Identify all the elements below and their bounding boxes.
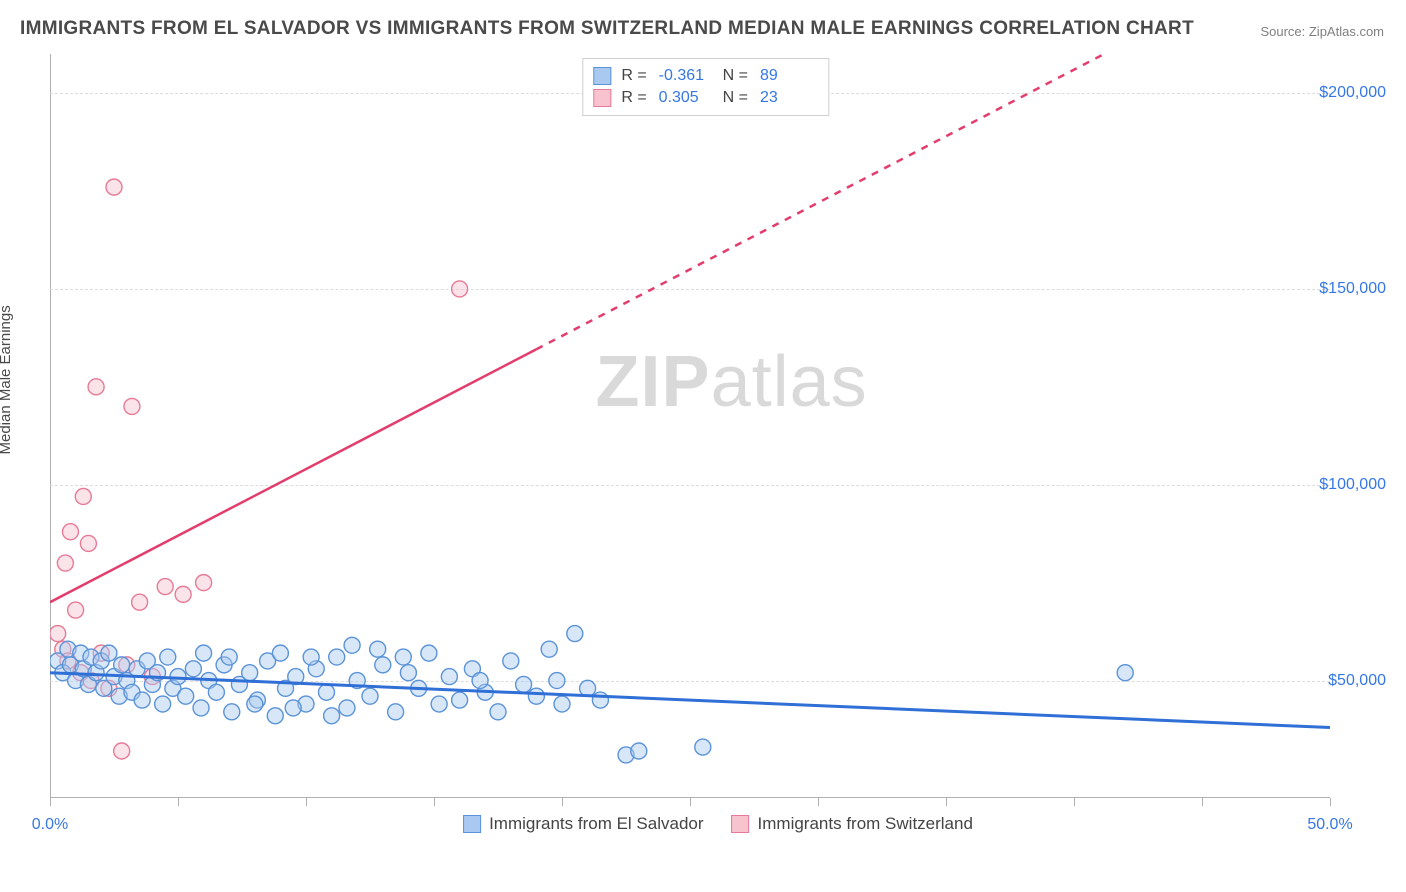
scatter-point [193,700,209,716]
legend-series: Immigrants from El Salvador Immigrants f… [463,814,973,834]
scatter-point [185,661,201,677]
scatter-point [303,649,319,665]
scatter-point [68,602,84,618]
scatter-point [267,708,283,724]
chart-title: IMMIGRANTS FROM EL SALVADOR VS IMMIGRANT… [20,18,1194,40]
scatter-point [400,665,416,681]
scatter-point [395,649,411,665]
scatter-point [592,692,608,708]
scatter-point [242,665,258,681]
scatter-point [344,637,360,653]
scatter-point [452,692,468,708]
trend-line [50,673,1330,728]
scatter-point [375,657,391,673]
legend-swatch-icon [593,89,611,107]
scatter-point [324,708,340,724]
legend-r-label: R = [621,87,646,109]
scatter-point [224,704,240,720]
scatter-point [549,673,565,689]
scatter-point [580,680,596,696]
scatter-point [57,555,73,571]
scatter-point [318,684,334,700]
legend-r-value: 0.305 [659,87,709,109]
scatter-point [134,692,150,708]
legend-n-value: 89 [760,65,810,87]
legend-r-label: R = [621,65,646,87]
scatter-point [1117,665,1133,681]
scatter-point [441,669,457,685]
chart-area: ZIPatlas $50,000$100,000$150,000$200,000… [50,54,1386,834]
legend-swatch-icon [463,815,481,833]
scatter-point [567,626,583,642]
scatter-point [452,281,468,297]
scatter-point [490,704,506,720]
legend-stats: R = -0.361 N = 89 R = 0.305 N = 23 [582,58,829,116]
scatter-point [157,579,173,595]
scatter-point [388,704,404,720]
legend-n-value: 23 [760,87,810,109]
scatter-point [362,688,378,704]
scatter-point [114,657,130,673]
legend-n-label: N = [723,87,748,109]
scatter-point [631,743,647,759]
legend-item-label: Immigrants from El Salvador [489,814,703,834]
scatter-point [370,641,386,657]
scatter-point [50,626,66,642]
scatter-point [472,673,488,689]
scatter-point [221,649,237,665]
scatter-point [175,586,191,602]
scatter-point [124,398,140,414]
scatter-point [528,688,544,704]
scatter-point [88,379,104,395]
scatter-point [431,696,447,712]
scatter-point [160,649,176,665]
scatter-point [272,645,288,661]
scatter-point [329,649,345,665]
scatter-point [247,696,263,712]
scatter-point [80,535,96,551]
legend-item: Immigrants from El Salvador [463,814,703,834]
scatter-point [695,739,711,755]
scatter-point [196,575,212,591]
scatter-point [62,524,78,540]
scatter-point [75,488,91,504]
scatter-point [178,688,194,704]
scatter-point [196,645,212,661]
legend-item: Immigrants from Switzerland [732,814,973,834]
legend-swatch-icon [593,67,611,85]
scatter-point [101,645,117,661]
scatter-point [421,645,437,661]
legend-item-label: Immigrants from Switzerland [758,814,973,834]
legend-stats-row: R = 0.305 N = 23 [593,87,814,109]
scatter-point [554,696,570,712]
legend-swatch-icon [732,815,750,833]
scatter-point [132,594,148,610]
scatter-point [114,743,130,759]
legend-r-value: -0.361 [659,65,709,87]
scatter-point [285,700,301,716]
scatter-point [516,676,532,692]
legend-stats-row: R = -0.361 N = 89 [593,65,814,87]
trend-line [50,349,536,602]
scatter-point [155,696,171,712]
scatter-point [106,179,122,195]
y-axis-label: Median Male Earnings [0,305,14,454]
scatter-plot [50,54,1386,834]
legend-n-label: N = [723,65,748,87]
source-label: Source: ZipAtlas.com [1260,24,1384,39]
scatter-point [541,641,557,657]
scatter-point [339,700,355,716]
scatter-point [503,653,519,669]
scatter-point [208,684,224,700]
